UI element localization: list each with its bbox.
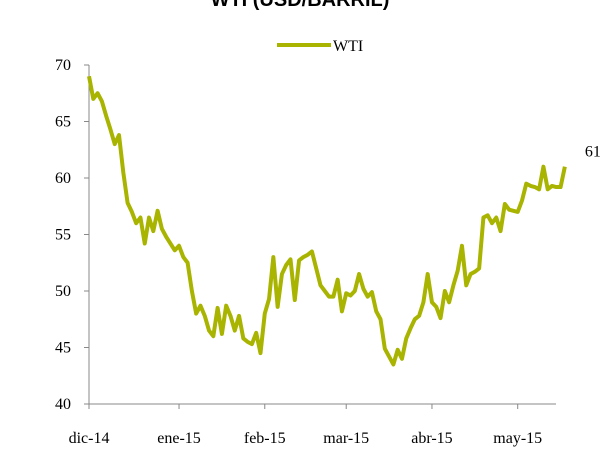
y-tick-label: 40 [55, 396, 71, 413]
y-tick-label: 60 [55, 170, 71, 187]
chart-title: WTI (USD/BARRIL) [211, 0, 390, 11]
y-tick-label: 65 [55, 114, 71, 131]
y-tick-label: 50 [55, 283, 71, 300]
x-tick-label: feb-15 [244, 430, 286, 447]
line-series [87, 75, 567, 367]
x-tick-label: mar-15 [323, 430, 369, 447]
x-tick-label: dic-14 [69, 430, 110, 447]
y-tick-label: 45 [55, 340, 71, 357]
x-tick-label: abr-15 [411, 430, 452, 447]
legend-label: WTI [333, 38, 363, 55]
y-tick-label: 70 [55, 57, 71, 74]
x-tick-label: ene-15 [157, 430, 201, 447]
y-tick-label: 55 [55, 227, 71, 244]
x-tick-label: may-15 [493, 430, 542, 447]
data-label: 61 [585, 144, 601, 161]
